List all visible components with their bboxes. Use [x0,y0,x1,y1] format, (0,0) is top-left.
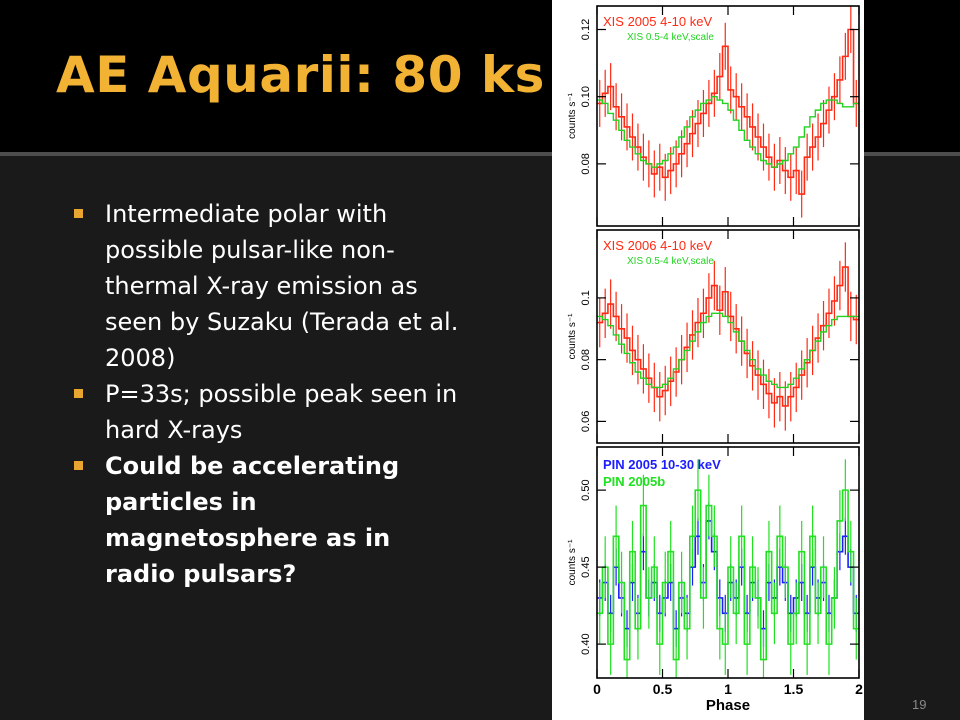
slide-title: AE Aquarii: 80 ks [56,46,545,104]
legend-entry: XIS 2005 4-10 keV [603,14,712,29]
title-divider [0,152,960,156]
y-axis-label: counts s⁻¹ [567,539,578,586]
y-tick-label: 0.06 [580,411,592,432]
y-tick-label: 0.08 [580,153,592,174]
y-tick-label: 0.10 [580,86,592,107]
legend-entry: XIS 2006 4-10 keV [603,238,712,253]
x-tick-label: 0.5 [653,681,673,697]
bullet-text: Intermediate polar with possible pulsar-… [105,200,459,372]
bullet-item-emphasis: Could be accelerating particles in magne… [72,448,462,592]
y-tick-label: 0.40 [580,633,592,654]
y-axis-label: counts s⁻¹ [567,313,578,360]
bullet-marker-icon [74,209,83,218]
panel-data [597,6,859,218]
x-tick-label: 2 [855,681,863,697]
y-tick-label: 0.45 [580,556,592,577]
bullet-list: Intermediate polar with possible pulsar-… [72,196,462,592]
x-axis-label: Phase [706,697,750,714]
panel-1: 0.08 0.10 0.12 counts s⁻¹ XIS 2005 4-10 keV X… [567,5,860,227]
x-tick-label: 1 [724,681,732,697]
series-line [597,312,859,389]
legend-entry: PIN 2005b [603,474,665,489]
legend-entry: PIN 2005 10-30 keV [603,457,721,472]
bullet-item: Intermediate polar with possible pulsar-… [72,196,462,376]
y-axis-label: counts s⁻¹ [567,92,578,139]
legend-entry: XIS 0.5-4 keV,scale [627,32,714,43]
bullet-text: Could be accelerating particles in magne… [105,452,400,588]
bullet-item: P=33s; possible peak seen in hard X-rays [72,376,462,448]
series-line [597,489,859,661]
bullet-marker-icon [74,389,83,398]
y-tick-label: 0.50 [580,479,592,500]
bullet-marker-icon [74,461,83,470]
panel-data [597,459,859,678]
x-tick-label: 1.5 [784,681,804,697]
slide-number: 19 [912,697,927,712]
y-tick-label: 0.1 [580,290,592,305]
legend-entry: XIS 0.5-4 keV,scale [627,256,714,267]
panel-data [597,242,859,431]
y-tick-label: 0.12 [580,19,592,40]
series-line [597,95,859,168]
bullet-text: P=33s; possible peak seen in hard X-rays [105,380,458,444]
x-tick-label: 0 [593,681,601,697]
y-tick-label: 0.08 [580,349,592,370]
